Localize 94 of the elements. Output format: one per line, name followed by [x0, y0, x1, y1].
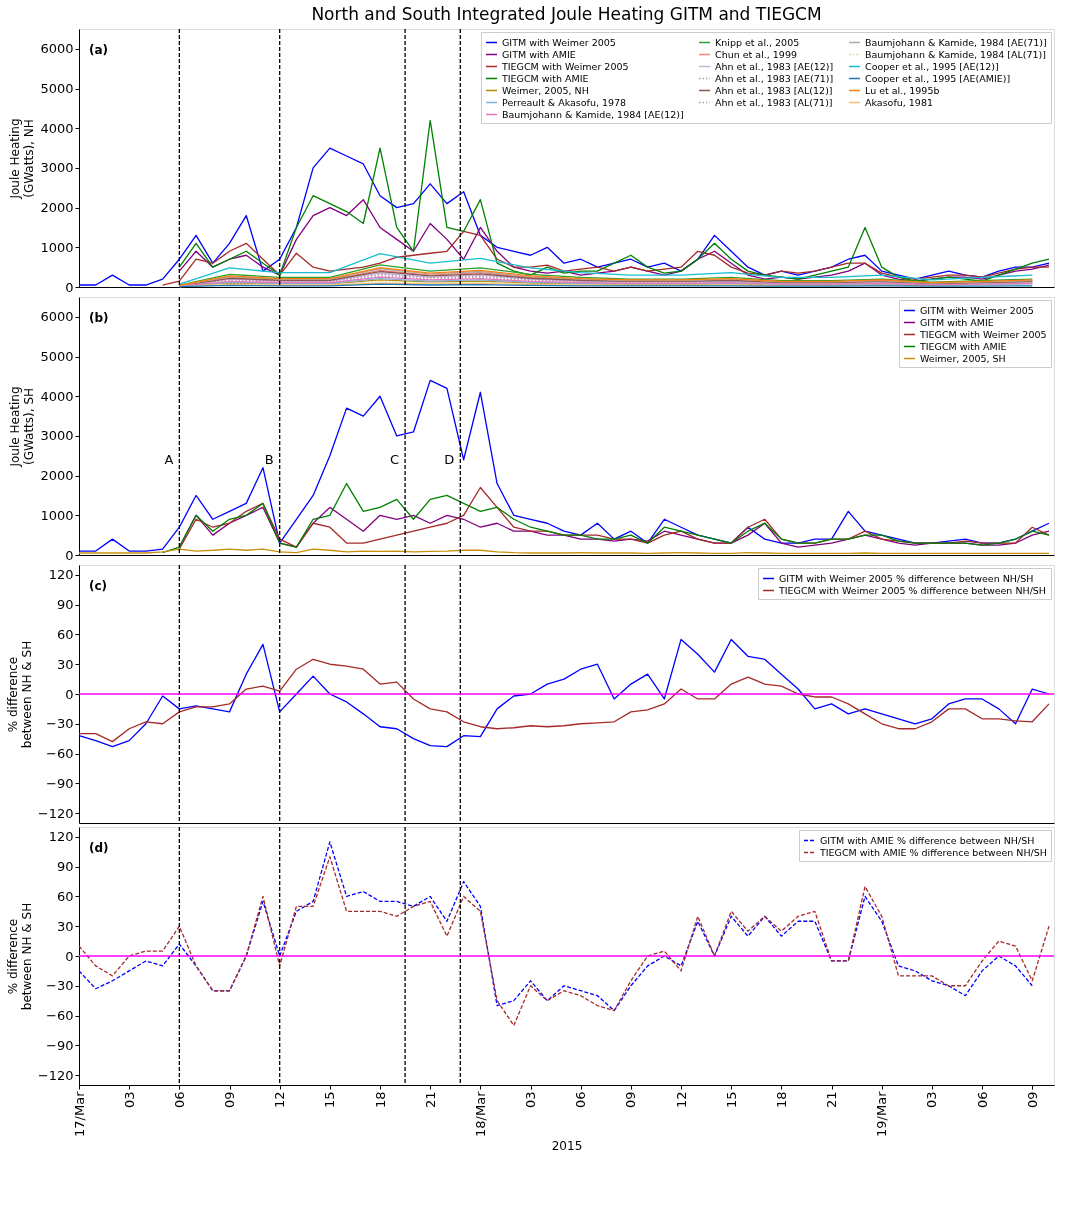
- y-tick-label: 0: [65, 686, 74, 702]
- ref-line-label: D: [444, 451, 455, 467]
- legend-label: GITM with AMIE % difference between NH/SH: [820, 834, 1035, 846]
- legend-label: TIEGCM with AMIE % difference between NH/SH: [819, 846, 1047, 858]
- x-tick-label: 21: [824, 1091, 840, 1109]
- x-tick-label: 06: [171, 1091, 187, 1109]
- legend-label: TIEGCM with AMIE: [919, 340, 1007, 352]
- x-tick-label: 12: [673, 1091, 689, 1109]
- legend-label: TIEGCM with Weimer 2005: [919, 328, 1047, 340]
- legend-label: GITM with Weimer 2005: [502, 36, 616, 48]
- x-tick-label: 15: [322, 1091, 338, 1109]
- x-tick-label: 09: [222, 1091, 238, 1109]
- legend-label: TIEGCM with Weimer 2005: [501, 60, 629, 72]
- y-tick-label: −30: [46, 716, 74, 732]
- y-axis-title: Joule Heating (GWatts), SH: [8, 386, 37, 468]
- legend-label: Akasofu, 1981: [865, 96, 933, 108]
- y-tick-label: 60: [56, 888, 74, 904]
- y-tick-label: 2000: [40, 468, 74, 484]
- x-tick-label: 06: [974, 1091, 990, 1109]
- legend-label: GITM with AMIE: [920, 316, 994, 328]
- y-tick-label: 3000: [40, 160, 74, 176]
- y-tick-label: 60: [56, 626, 74, 642]
- y-tick-label: 6000: [40, 309, 74, 325]
- y-tick-label: −30: [46, 978, 74, 994]
- annotation: (b): [89, 311, 109, 325]
- legend-label: Ahn et al., 1983 [AL(12)]: [715, 84, 833, 96]
- y-axis-title: % difference between NH & SH: [5, 902, 34, 1011]
- x-tick-label: 03: [523, 1091, 539, 1109]
- y-tick-label: −60: [46, 1008, 74, 1024]
- legend-label: Weimer, 2005, SH: [920, 352, 1006, 364]
- y-tick-label: 5000: [40, 349, 74, 365]
- legend-label: GITM with AMIE: [502, 48, 576, 60]
- x-tick-label: 18: [773, 1091, 789, 1109]
- x-tick-label: 06: [573, 1091, 589, 1109]
- y-tick-label: −60: [46, 746, 74, 762]
- y-tick-label: 1000: [40, 507, 74, 523]
- ref-line-label: B: [264, 451, 274, 467]
- legend-label: Knipp et al., 2005: [715, 36, 800, 48]
- legend-label: TIEGCM with AMIE: [501, 72, 589, 84]
- legend-label: Weimer, 2005, NH: [502, 84, 589, 96]
- legend-label: TIEGCM with Weimer 2005 % difference between NH/SH: [778, 584, 1047, 596]
- x-tick-label: 09: [1024, 1091, 1040, 1109]
- legend-label: Baumjohann & Kamide, 1984 [AE(12)]: [502, 108, 684, 120]
- annotation: (c): [89, 579, 108, 593]
- y-tick-label: −120: [37, 1067, 74, 1083]
- legend-label: Lu et al., 1995b: [865, 84, 940, 96]
- y-tick-label: 5000: [40, 81, 74, 97]
- y-tick-label: −120: [37, 805, 74, 821]
- y-tick-label: 2000: [40, 200, 74, 216]
- chart-title: North and South Integrated Joule Heating GITM and TIEGCM: [311, 4, 822, 25]
- legend-label: Perreault & Akasofu, 1978: [502, 96, 627, 108]
- x-tick-label: 19/Mar: [874, 1090, 890, 1137]
- y-tick-label: 30: [56, 918, 74, 934]
- legend-label: Baumjohann & Kamide, 1984 [AE(71)]: [865, 36, 1047, 48]
- y-tick-label: 0: [65, 279, 74, 295]
- legend-label: GITM with Weimer 2005: [920, 304, 1034, 316]
- legend-label: GITM with Weimer 2005 % difference between NH/SH: [779, 572, 1034, 584]
- legend-label: Baumjohann & Kamide, 1984 [AL(71)]: [865, 48, 1046, 60]
- y-tick-label: 4000: [40, 120, 74, 136]
- y-tick-label: −90: [46, 775, 74, 791]
- y-tick-label: 1000: [40, 239, 74, 255]
- x-axis-title: 2015: [551, 1138, 583, 1153]
- legend-label: Chun et al., 1999: [715, 48, 798, 60]
- x-tick-label: 17/Mar: [71, 1090, 87, 1137]
- x-tick-label: 09: [623, 1091, 639, 1109]
- legend-label: Cooper et al., 1995 [AE(AMIE)]: [865, 72, 1011, 84]
- ref-line-label: C: [390, 451, 400, 467]
- x-tick-label: 03: [121, 1091, 137, 1109]
- y-axis-title: Joule Heating (GWatts), NH: [8, 118, 37, 200]
- y-tick-label: 0: [65, 547, 74, 563]
- y-tick-label: 4000: [40, 388, 74, 404]
- ref-line-label: A: [164, 451, 174, 467]
- y-tick-label: 30: [56, 656, 74, 672]
- x-tick-label: 18: [372, 1091, 388, 1109]
- x-tick-label: 12: [272, 1091, 288, 1109]
- x-tick-label: 15: [723, 1091, 739, 1109]
- y-tick-label: 90: [56, 859, 74, 875]
- legend-label: Ahn et al., 1983 [AL(71)]: [715, 96, 833, 108]
- legend-label: Ahn et al., 1983 [AE(12)]: [715, 60, 834, 72]
- y-tick-label: 0: [65, 948, 74, 964]
- annotation: (d): [89, 841, 109, 855]
- annotation: (a): [89, 43, 109, 57]
- y-axis-title: % difference between NH & SH: [5, 640, 34, 749]
- x-tick-label: 03: [924, 1091, 940, 1109]
- y-tick-label: 120: [48, 829, 74, 845]
- y-tick-label: 6000: [40, 41, 74, 57]
- x-tick-label: 18/Mar: [472, 1090, 488, 1137]
- y-tick-label: −90: [46, 1037, 74, 1053]
- legend-label: Ahn et al., 1983 [AE(71)]: [715, 72, 834, 84]
- y-tick-label: 3000: [40, 428, 74, 444]
- legend-label: Cooper et al., 1995 [AE(12)]: [865, 60, 999, 72]
- x-tick-label: 21: [422, 1091, 438, 1109]
- y-tick-label: 120: [48, 567, 74, 583]
- y-tick-label: 90: [56, 597, 74, 613]
